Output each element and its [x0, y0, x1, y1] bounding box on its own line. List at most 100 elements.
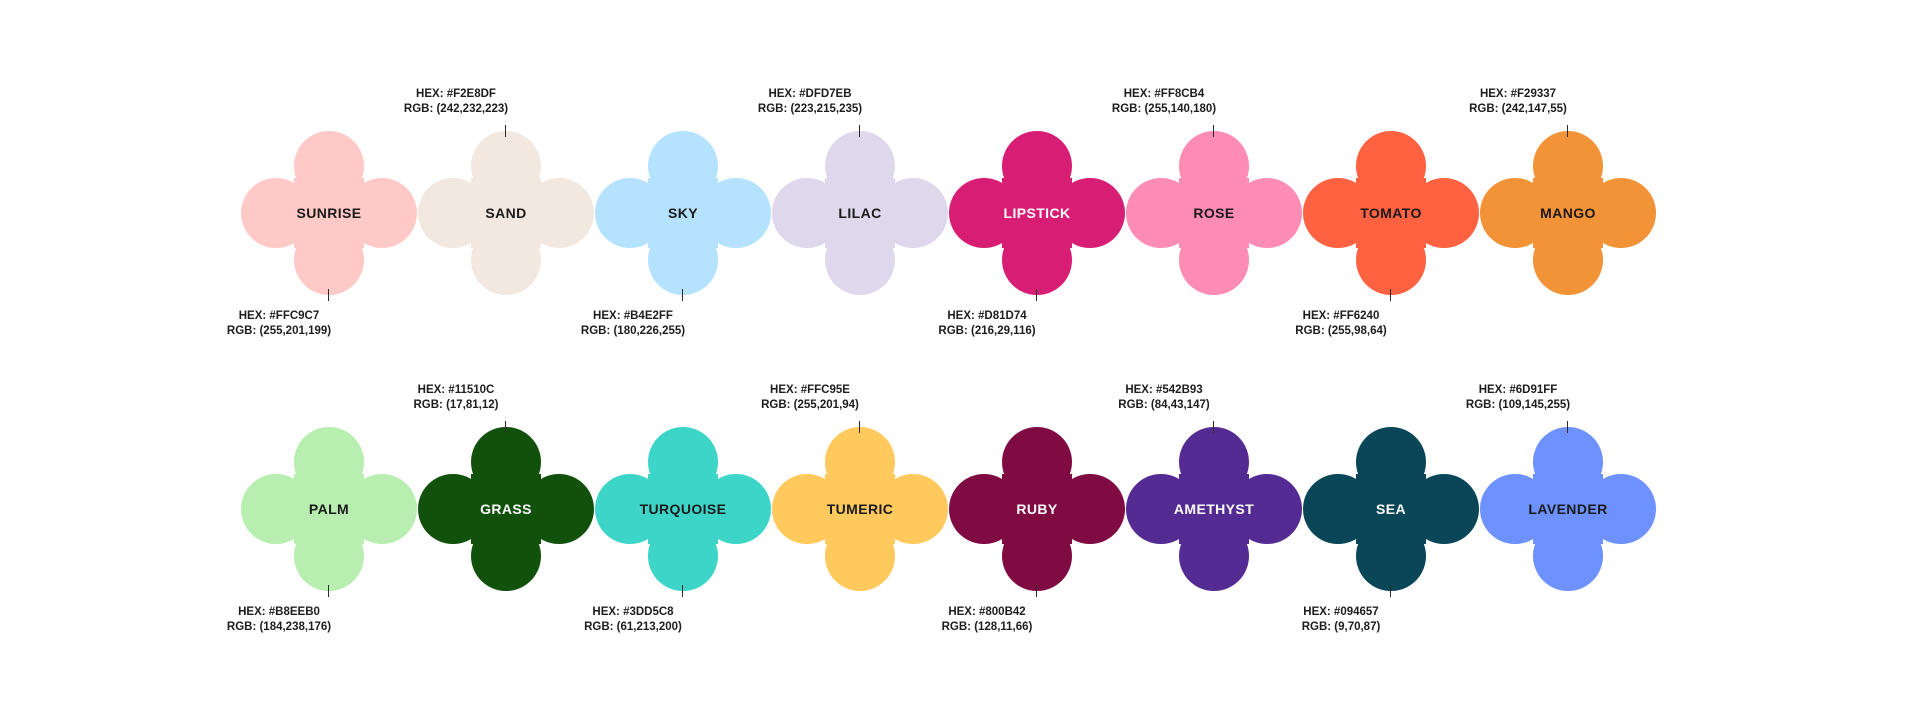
- hex-code: HEX: #6D91FF: [1478, 384, 1558, 396]
- hex-code: HEX: #542B93: [1125, 384, 1203, 396]
- color-code-label: HEX: #6D91FF RGB: (109,145,255): [1418, 383, 1618, 413]
- swatch-name: LIPSTICK: [1003, 205, 1071, 221]
- color-code-label: HEX: #094657 RGB: (9,70,87): [1241, 605, 1441, 635]
- swatch-name: MANGO: [1540, 205, 1596, 221]
- hex-code: HEX: #094657: [1303, 606, 1379, 618]
- flower-center: [294, 178, 364, 248]
- color-code-label: HEX: #DFD7EB RGB: (223,215,235): [710, 87, 910, 117]
- hex-code: HEX: #FFC9C7: [238, 310, 320, 322]
- hex-code: HEX: #3DD5C8: [592, 606, 674, 618]
- swatch-name: RUBY: [1016, 501, 1058, 517]
- swatch-sunrise: SUNRISE: [241, 131, 417, 301]
- rgb-code: RGB: (242,147,55): [1469, 103, 1567, 115]
- flower-center: [1533, 474, 1603, 544]
- rgb-code: RGB: (9,70,87): [1301, 621, 1381, 633]
- color-code-label: HEX: #FF8CB4 RGB: (255,140,180): [1064, 87, 1264, 117]
- rgb-code: RGB: (255,201,94): [761, 399, 859, 411]
- swatch-rose: ROSE: [1126, 125, 1302, 295]
- swatch-name: SKY: [668, 205, 698, 221]
- swatch-name: TOMATO: [1360, 205, 1422, 221]
- swatch-mango: MANGO: [1480, 125, 1656, 295]
- swatch-name: SUNRISE: [296, 205, 362, 221]
- flower-center: [1002, 178, 1072, 248]
- flower-center: [1533, 178, 1603, 248]
- rgb-code: RGB: (61,213,200): [584, 621, 682, 633]
- hex-code: HEX: #F29337: [1479, 88, 1557, 100]
- rgb-code: RGB: (216,29,116): [938, 325, 1036, 337]
- leader-tick: [1390, 585, 1391, 597]
- flower-center: [1179, 474, 1249, 544]
- swatch-name: TUMERIC: [826, 501, 894, 517]
- color-code-label: HEX: #3DD5C8 RGB: (61,213,200): [533, 605, 733, 635]
- leader-tick: [682, 289, 683, 301]
- rgb-code: RGB: (255,98,64): [1295, 325, 1387, 337]
- swatch-lipstick: LIPSTICK: [949, 131, 1125, 301]
- swatch-ruby: RUBY: [949, 427, 1125, 597]
- rgb-code: RGB: (242,232,223): [403, 103, 509, 115]
- flower-center: [825, 474, 895, 544]
- flower-center: [648, 178, 718, 248]
- leader-tick: [859, 421, 860, 433]
- hex-code: HEX: #FF8CB4: [1123, 88, 1205, 100]
- leader-tick: [1390, 289, 1391, 301]
- leader-tick: [505, 125, 506, 137]
- rgb-code: RGB: (255,140,180): [1111, 103, 1217, 115]
- swatch-amethyst: AMETHYST: [1126, 421, 1302, 591]
- flower-center: [294, 474, 364, 544]
- swatch-sky: SKY: [595, 131, 771, 301]
- leader-tick: [1213, 125, 1214, 137]
- leader-tick: [682, 585, 683, 597]
- swatch-name: SAND: [485, 205, 527, 221]
- leader-tick: [1213, 421, 1214, 433]
- swatch-name: TURQUOISE: [639, 501, 727, 517]
- color-code-label: HEX: #B4E2FF RGB: (180,226,255): [533, 309, 733, 339]
- flower-center: [1356, 178, 1426, 248]
- color-code-label: HEX: #542B93 RGB: (84,43,147): [1064, 383, 1264, 413]
- color-code-label: HEX: #B8EEB0 RGB: (184,238,176): [179, 605, 379, 635]
- swatch-lilac: LILAC: [772, 125, 948, 295]
- leader-tick: [328, 585, 329, 597]
- swatch-turquoise: TURQUOISE: [595, 427, 771, 597]
- color-code-label: HEX: #800B42 RGB: (128,11,66): [887, 605, 1087, 635]
- leader-tick: [859, 125, 860, 137]
- rgb-code: RGB: (180,226,255): [580, 325, 686, 337]
- leader-tick: [1567, 421, 1568, 433]
- flower-center: [471, 474, 541, 544]
- color-code-label: HEX: #FFC9C7 RGB: (255,201,199): [179, 309, 379, 339]
- leader-tick: [505, 421, 506, 433]
- rgb-code: RGB: (184,238,176): [226, 621, 332, 633]
- rgb-code: RGB: (84,43,147): [1118, 399, 1210, 411]
- swatch-name: LILAC: [838, 205, 882, 221]
- hex-code: HEX: #D81D74: [947, 310, 1027, 322]
- swatch-tomato: TOMATO: [1303, 131, 1479, 301]
- swatch-palm: PALM: [241, 427, 417, 597]
- flower-center: [1179, 178, 1249, 248]
- flower-center: [1002, 474, 1072, 544]
- rgb-code: RGB: (128,11,66): [941, 621, 1033, 633]
- hex-code: HEX: #F2E8DF: [416, 88, 496, 100]
- flower-center: [648, 474, 718, 544]
- swatch-name: AMETHYST: [1173, 501, 1255, 517]
- hex-code: HEX: #11510C: [417, 384, 495, 396]
- swatch-lavender: LAVENDER: [1480, 421, 1656, 591]
- color-code-label: HEX: #F2E8DF RGB: (242,232,223): [356, 87, 556, 117]
- rgb-code: RGB: (17,81,12): [413, 399, 499, 411]
- swatch-name: ROSE: [1193, 205, 1235, 221]
- swatch-name: PALM: [308, 501, 350, 517]
- color-code-label: HEX: #FF6240 RGB: (255,98,64): [1241, 309, 1441, 339]
- hex-code: HEX: #800B42: [948, 606, 1026, 618]
- swatch-name: LAVENDER: [1528, 501, 1608, 517]
- rgb-code: RGB: (255,201,199): [226, 325, 332, 337]
- swatch-name: SEA: [1376, 501, 1406, 517]
- hex-code: HEX: #B4E2FF: [593, 310, 673, 322]
- swatch-sea: SEA: [1303, 427, 1479, 597]
- color-code-label: HEX: #FFC95E RGB: (255,201,94): [710, 383, 910, 413]
- rgb-code: RGB: (223,215,235): [757, 103, 863, 115]
- hex-code: HEX: #B8EEB0: [238, 606, 320, 618]
- leader-tick: [1036, 289, 1037, 301]
- flower-center: [471, 178, 541, 248]
- flower-center: [1356, 474, 1426, 544]
- hex-code: HEX: #FF6240: [1302, 310, 1380, 322]
- leader-tick: [1567, 125, 1568, 137]
